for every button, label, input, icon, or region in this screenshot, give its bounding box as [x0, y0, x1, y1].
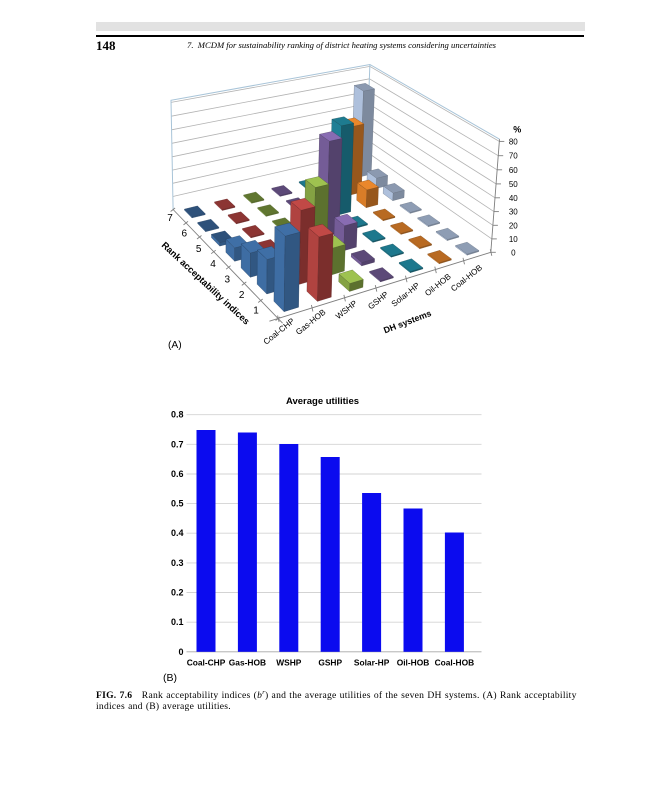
svg-text:80: 80: [509, 137, 518, 146]
svg-text:0.3: 0.3: [171, 558, 184, 568]
svg-text:6: 6: [182, 228, 188, 239]
svg-text:Solar-HP: Solar-HP: [354, 658, 390, 668]
svg-text:70: 70: [509, 152, 518, 161]
svg-text:Gas-HOB: Gas-HOB: [229, 658, 266, 668]
svg-text:0.7: 0.7: [171, 439, 184, 449]
svg-text:WSHP: WSHP: [334, 298, 359, 321]
svg-text:Coal-HOB: Coal-HOB: [449, 263, 484, 294]
svg-text:Oil-HOB: Oil-HOB: [423, 272, 453, 298]
svg-text:3: 3: [225, 275, 231, 286]
svg-text:7: 7: [167, 213, 173, 224]
svg-text:Coal-HOB: Coal-HOB: [435, 658, 475, 668]
svg-text:GSHP: GSHP: [318, 658, 342, 668]
svg-text:0.5: 0.5: [171, 499, 184, 509]
svg-text:0: 0: [178, 647, 183, 657]
svg-text:0.2: 0.2: [171, 588, 184, 598]
svg-text:%: %: [513, 125, 521, 135]
svg-text:60: 60: [509, 166, 518, 175]
svg-text:Coal-CHP: Coal-CHP: [187, 658, 226, 668]
svg-text:1: 1: [253, 306, 259, 317]
svg-text:10: 10: [509, 235, 518, 244]
svg-text:DH systems: DH systems: [382, 308, 433, 335]
svg-text:20: 20: [509, 221, 518, 230]
svg-text:WSHP: WSHP: [276, 658, 302, 668]
svg-text:0.4: 0.4: [171, 528, 184, 538]
svg-text:50: 50: [509, 180, 518, 189]
svg-text:40: 40: [509, 194, 518, 203]
svg-text:GSHP: GSHP: [366, 289, 390, 311]
svg-text:30: 30: [509, 208, 518, 217]
svg-text:2: 2: [239, 290, 245, 301]
svg-text:4: 4: [210, 259, 216, 270]
svg-text:Solar-HP: Solar-HP: [390, 281, 422, 309]
svg-text:0.1: 0.1: [171, 617, 184, 627]
svg-text:(A): (A): [168, 340, 182, 351]
svg-text:Oil-HOB: Oil-HOB: [397, 658, 430, 668]
svg-text:0.6: 0.6: [171, 469, 184, 479]
svg-text:5: 5: [196, 244, 202, 255]
svg-text:0.8: 0.8: [171, 410, 184, 420]
svg-text:0: 0: [511, 248, 516, 257]
svg-text:Average utilities: Average utilities: [286, 396, 359, 407]
svg-text:(B): (B): [163, 672, 177, 684]
